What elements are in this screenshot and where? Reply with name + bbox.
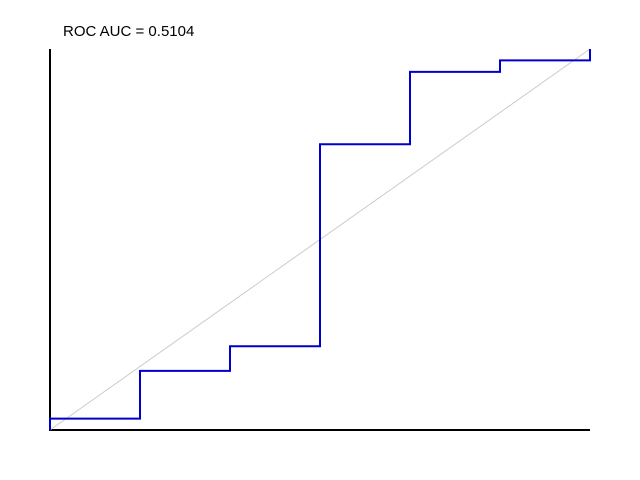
- roc-curve-line: [49, 49, 591, 430]
- chart-title: ROC AUC = 0.5104: [63, 23, 194, 40]
- series-layer: [49, 48, 591, 431]
